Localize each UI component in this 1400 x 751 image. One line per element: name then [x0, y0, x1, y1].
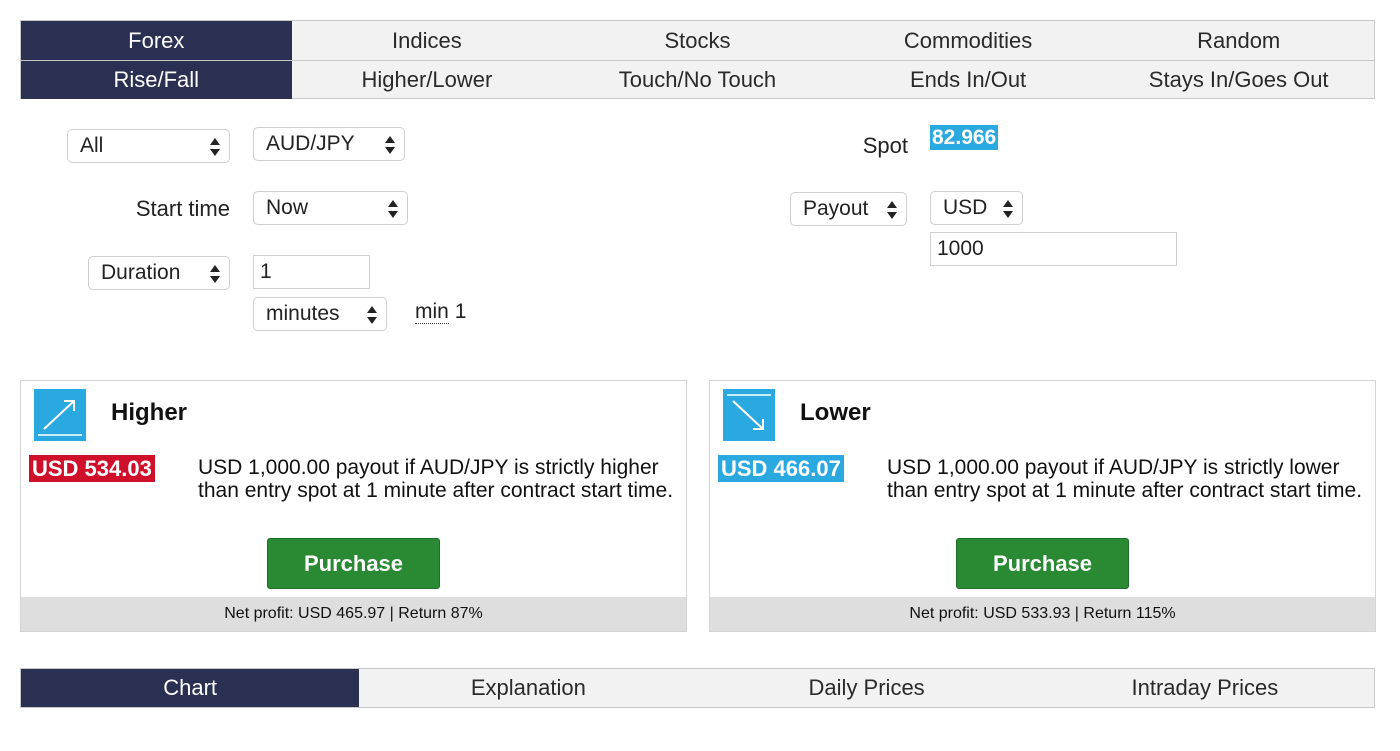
- select-arrows-icon: [210, 264, 220, 284]
- higher-purchase-button[interactable]: Purchase: [267, 538, 440, 589]
- select-arrows-icon: [1003, 199, 1013, 219]
- tab-random[interactable]: Random: [1197, 27, 1281, 53]
- tab-explanation[interactable]: Explanation: [470, 675, 586, 700]
- tab-chart[interactable]: Chart: [21, 669, 360, 707]
- min-label: min: [415, 300, 449, 324]
- lower-price: USD 466.07: [718, 455, 844, 482]
- tab-commodities[interactable]: Commodities: [903, 27, 1033, 53]
- info-tabs: Chart Explanation Daily Prices Intraday …: [20, 668, 1375, 708]
- duration-unit-select[interactable]: minutes: [253, 297, 387, 331]
- lower-net-profit: Net profit: USD 533.93 | Return 115%: [710, 597, 1375, 631]
- symbol-value: AUD/JPY: [266, 132, 355, 155]
- select-arrows-icon: [367, 305, 377, 325]
- tab-rise-fall[interactable]: Rise/Fall: [21, 61, 292, 99]
- tab-ends-in-out[interactable]: Ends In/Out: [909, 67, 1027, 92]
- higher-description: USD 1,000.00 payout if AUD/JPY is strict…: [198, 456, 674, 502]
- lower-description: USD 1,000.00 payout if AUD/JPY is strict…: [887, 456, 1363, 502]
- spot-value: 82.966: [930, 125, 999, 150]
- higher-price: USD 534.03: [29, 455, 155, 482]
- arrow-up-right-icon: [34, 389, 86, 441]
- select-arrows-icon: [887, 200, 897, 220]
- select-arrows-icon: [210, 137, 220, 157]
- min-duration-hint: min 1: [415, 300, 466, 324]
- tab-stays-in-goes-out[interactable]: Stays In/Goes Out: [1148, 67, 1329, 92]
- symbol-select[interactable]: AUD/JPY: [253, 127, 405, 161]
- start-time-select[interactable]: Now: [253, 191, 408, 225]
- tab-indices[interactable]: Indices: [392, 27, 462, 53]
- start-time-label: Start time: [135, 196, 230, 221]
- tab-stocks[interactable]: Stocks: [664, 27, 731, 53]
- market-contract-tabs: Forex Indices Stocks Commodities Random …: [20, 20, 1375, 99]
- start-time-value: Now: [266, 196, 309, 219]
- market-filter-select[interactable]: All: [67, 129, 230, 163]
- select-arrows-icon: [385, 135, 395, 155]
- duration-type-value: Duration: [101, 261, 181, 284]
- tab-forex[interactable]: Forex: [21, 21, 292, 60]
- tab-higher-lower[interactable]: Higher/Lower: [361, 67, 493, 92]
- payout-type-select[interactable]: Payout: [790, 192, 907, 226]
- lower-title: Lower: [800, 399, 871, 426]
- duration-unit-value: minutes: [266, 302, 340, 325]
- lower-contract-card: Lower USD 466.07 USD 1,000.00 payout if …: [709, 380, 1376, 632]
- min-value: 1: [454, 300, 467, 323]
- currency-select[interactable]: USD: [930, 191, 1023, 225]
- spot-label: Spot: [862, 133, 908, 158]
- tab-daily-prices[interactable]: Daily Prices: [808, 675, 925, 700]
- higher-net-profit: Net profit: USD 465.97 | Return 87%: [21, 597, 686, 631]
- higher-title: Higher: [111, 399, 188, 426]
- duration-input[interactable]: [253, 255, 370, 289]
- market-filter-value: All: [80, 134, 104, 157]
- duration-type-select[interactable]: Duration: [88, 256, 230, 290]
- payout-type-value: Payout: [803, 197, 869, 220]
- tab-touch-no-touch[interactable]: Touch/No Touch: [618, 67, 777, 92]
- currency-value: USD: [943, 196, 988, 219]
- arrow-down-right-icon: [723, 389, 775, 441]
- contract-tab-row: Rise/Fall Higher/Lower Touch/No Touch En…: [21, 60, 1374, 99]
- amount-input[interactable]: [930, 232, 1177, 266]
- tab-intraday-prices[interactable]: Intraday Prices: [1131, 675, 1279, 700]
- select-arrows-icon: [388, 199, 398, 219]
- lower-purchase-button[interactable]: Purchase: [956, 538, 1129, 589]
- higher-contract-card: Higher USD 534.03 USD 1,000.00 payout if…: [20, 380, 687, 632]
- market-tab-row: Forex Indices Stocks Commodities Random: [21, 21, 1374, 60]
